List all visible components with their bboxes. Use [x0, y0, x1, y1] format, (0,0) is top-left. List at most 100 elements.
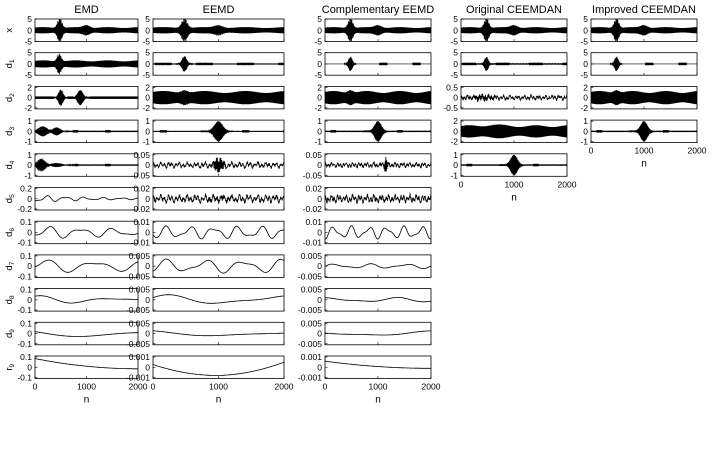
series-line [325, 297, 431, 303]
y-tick-label: 0 [317, 126, 322, 136]
x-tick-label: 2000 [558, 179, 577, 189]
y-tick-label: 0 [317, 59, 322, 69]
y-tick-label: 0.02 [133, 184, 150, 194]
y-tick-label: 2 [583, 82, 588, 92]
series-line [153, 120, 284, 142]
series-line [325, 56, 431, 72]
panel-d1-1: 50-5 [142, 48, 285, 80]
y-tick-label: -2 [24, 103, 32, 113]
series-line [325, 225, 431, 240]
y-tick-label: -5 [24, 37, 32, 47]
y-tick-label: 0 [583, 59, 588, 69]
series-line [153, 89, 284, 106]
y-tick-label: -5 [314, 70, 322, 80]
y-tick-label: 5 [145, 14, 150, 24]
y-tick-label: -5 [580, 70, 588, 80]
series-line [325, 156, 431, 172]
series-line [35, 259, 138, 273]
y-tick-label: 0 [317, 362, 322, 372]
panel-frame [324, 321, 432, 346]
panel-frame [152, 254, 285, 278]
series-line [153, 330, 284, 337]
y-tick-label: 0.005 [301, 285, 323, 295]
y-tick-label: 0 [317, 194, 322, 204]
y-tick-label: 0.5 [446, 82, 458, 92]
y-axis-label-subscript: 9 [9, 363, 16, 367]
panel-d9-0: 0.10-0.1d9 [4, 318, 139, 349]
y-tick-label: 1 [145, 116, 150, 126]
panel-d8-0: 0.10-0.1d8 [4, 285, 139, 315]
panel-x-4: 50 -5 [580, 14, 698, 47]
y-tick-label: -5 [314, 37, 322, 47]
y-tick-label: 0.005 [301, 318, 323, 328]
y-tick-label: 0.001 [129, 352, 151, 362]
y-tick-label: -2 [314, 103, 322, 113]
panel-d6-1: 0.010-0.01 [131, 217, 285, 248]
panel-frame [324, 220, 432, 245]
x-tick-label: 1000 [209, 382, 228, 392]
y-axis-label-subscript: 9 [9, 329, 16, 333]
y-tick-label: 1 [583, 116, 588, 126]
y-tick-label: 0.01 [305, 217, 322, 227]
y-tick-label: 2 [317, 82, 322, 92]
y-axis-label: d8 [4, 295, 16, 304]
y-tick-label: 0 [27, 227, 32, 237]
y-tick-label: 1 [27, 116, 32, 126]
series-line [35, 157, 138, 172]
y-axis-label: d9 [4, 329, 16, 338]
y-axis-label: x [4, 28, 15, 33]
y-tick-label: 0 [27, 362, 32, 372]
y-tick-label: 0.1 [20, 318, 32, 328]
series-line [35, 126, 138, 137]
x-tick-label: 2000 [422, 382, 441, 392]
y-tick-label: 0.005 [301, 251, 323, 261]
panel-frame [34, 254, 139, 278]
y-tick-label: 5 [583, 14, 588, 24]
y-tick-label: 0 [145, 126, 150, 136]
y-tick-label: 0 [145, 25, 150, 35]
series-line [153, 361, 284, 376]
y-tick-label: 0 [27, 194, 32, 204]
series-line [35, 195, 138, 202]
panel-x-3: 50 -5 [450, 14, 568, 47]
y-tick-label: -0.005 [126, 305, 150, 315]
y-tick-label: -0.1 [17, 271, 32, 281]
series-line [461, 124, 567, 139]
y-tick-label: -0.1 [17, 238, 32, 248]
series-line [153, 19, 284, 42]
y-axis-label: d4 [4, 160, 16, 169]
y-axis-label-subscript: 3 [9, 127, 16, 131]
panel-d3-2: 10-1 [314, 116, 432, 147]
y-axis-label-subscript: 8 [9, 295, 16, 299]
series-line [153, 258, 284, 274]
y-tick-label: -0.1 [17, 305, 32, 315]
y-tick-label: 0.05 [305, 150, 322, 160]
series-line [153, 193, 284, 205]
panel-d1-2: 50-5 [314, 48, 432, 80]
y-tick-label: 0 [145, 194, 150, 204]
y-tick-label: 5 [453, 14, 458, 24]
y-tick-label: 0 [27, 93, 32, 103]
y-tick-label: 0 [145, 59, 150, 69]
y-tick-label: -0.001 [298, 372, 322, 382]
series-line [461, 19, 567, 42]
panel-frame [152, 288, 285, 312]
x-tick-label: 1000 [635, 146, 654, 156]
column-title: Improved CEEMDAN [592, 4, 696, 16]
panel-d4-1: 0.050-0.05 [131, 150, 285, 180]
y-tick-label: 0.2 [20, 184, 32, 194]
y-tick-label: -0.5 [443, 103, 458, 113]
panel-frame [34, 288, 139, 312]
y-axis-label-subscript: 5 [9, 194, 16, 198]
x-tick-label: 1000 [77, 382, 96, 392]
series-line [325, 192, 431, 205]
y-tick-label: 0 [27, 295, 32, 305]
panel-d1-4: 50-5 [580, 48, 698, 80]
series-line [35, 19, 138, 42]
y-tick-label: 0 [27, 329, 32, 339]
